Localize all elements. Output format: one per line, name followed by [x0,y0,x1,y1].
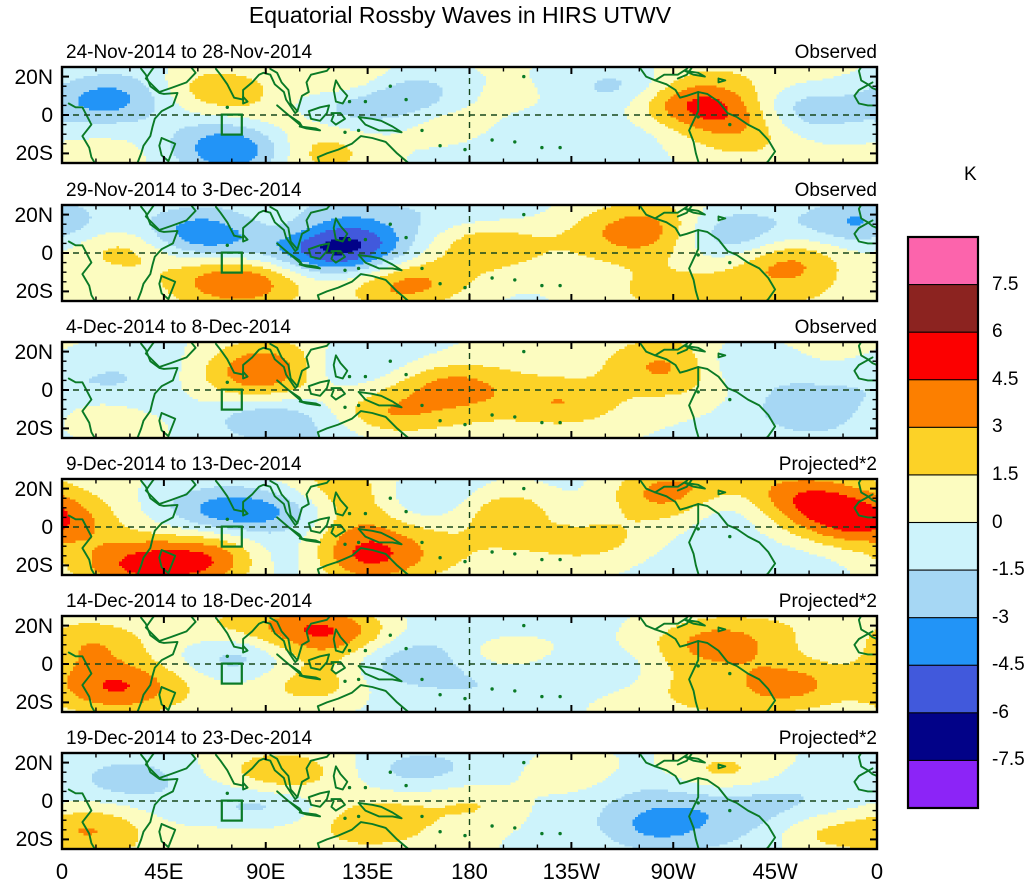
colorbar-band-3 [907,379,979,429]
colorbar-band-1 [907,284,979,334]
y-tick-20N: 20N [14,614,53,638]
colorbar-tick-10: -7.5 [992,749,1024,771]
y-tick-20S: 20S [15,828,53,852]
colorbar [906,235,980,810]
panel-5 [62,616,877,712]
y-tick-20N: 20N [14,340,53,364]
panel-4-date-range: 9-Dec-2014 to 13-Dec-2014 [66,454,302,475]
y-tick-0: 0 [41,379,53,402]
colorbar-band-5 [907,474,979,524]
colorbar-tick-0: 7.5 [992,273,1019,295]
x-tick-0: 0 [870,859,884,884]
panel-2 [62,205,877,301]
colorbar-tick-8: -4.5 [992,654,1024,676]
colorbar-band-7 [907,569,979,619]
panel-2-kind: Observed [794,180,877,201]
colorbar-tick-4: 1.5 [992,463,1019,485]
y-tick-20S: 20S [15,280,53,304]
y-tick-20N: 20N [14,65,53,89]
colorbar-units: K [964,164,977,185]
y-tick-0: 0 [41,242,53,265]
colorbar-band-10 [907,712,979,762]
y-tick-0: 0 [41,790,53,813]
figure-title: Equatorial Rossby Waves in HIRS UTWV [248,2,672,28]
colorbar-tick-9: -6 [992,701,1009,723]
x-tick-45E: 45E [144,859,184,884]
x-tick-135E: 135E [341,859,394,884]
x-tick-90E: 90E [246,859,286,884]
panel-2-date-range: 29-Nov-2014 to 3-Dec-2014 [66,180,302,201]
colorbar-tick-7: -3 [992,606,1009,628]
colorbar-band-9 [907,664,979,714]
y-tick-20S: 20S [15,691,53,715]
panel-1-kind: Observed [794,42,877,63]
y-tick-20N: 20N [14,477,53,501]
panel-6-kind: Projected*2 [778,728,877,749]
panel-1 [62,67,877,163]
x-tick-135W: 135W [542,859,601,884]
y-tick-0: 0 [41,104,53,127]
panel-4-kind: Projected*2 [778,454,877,475]
colorbar-band-2 [907,331,979,381]
y-tick-20S: 20S [15,142,53,166]
y-tick-20N: 20N [14,751,53,775]
y-tick-20S: 20S [15,417,53,441]
panel-1-date-range: 24-Nov-2014 to 28-Nov-2014 [66,42,313,63]
x-tick-180: 180 [451,859,488,884]
panel-5-kind: Projected*2 [778,591,877,612]
colorbar-tick-1: 6 [992,321,1003,343]
colorbar-band-8 [907,617,979,667]
y-tick-20S: 20S [15,554,53,578]
panel-3-date-range: 4-Dec-2014 to 8-Dec-2014 [66,317,291,338]
colorbar-band-6 [907,521,979,572]
colorbar-band-0 [907,236,979,286]
colorbar-tick-3: 3 [992,416,1003,438]
y-tick-0: 0 [41,653,53,676]
panel-6 [62,753,877,849]
colorbar-tick-2: 4.5 [992,368,1019,390]
y-tick-0: 0 [41,516,53,539]
panel-3-kind: Observed [794,317,877,338]
x-tick-45W: 45W [752,859,798,884]
x-tick-90W: 90W [650,859,696,884]
colorbar-tick-5: 0 [992,511,1003,533]
colorbar-band-11 [907,759,979,809]
panel-5-date-range: 14-Dec-2014 to 18-Dec-2014 [66,591,313,612]
colorbar-band-4 [907,426,979,476]
x-tick-0: 0 [55,859,69,884]
colorbar-tick-6: -1.5 [992,559,1024,581]
y-tick-20N: 20N [14,203,53,227]
panel-6-date-range: 19-Dec-2014 to 23-Dec-2014 [66,728,313,749]
